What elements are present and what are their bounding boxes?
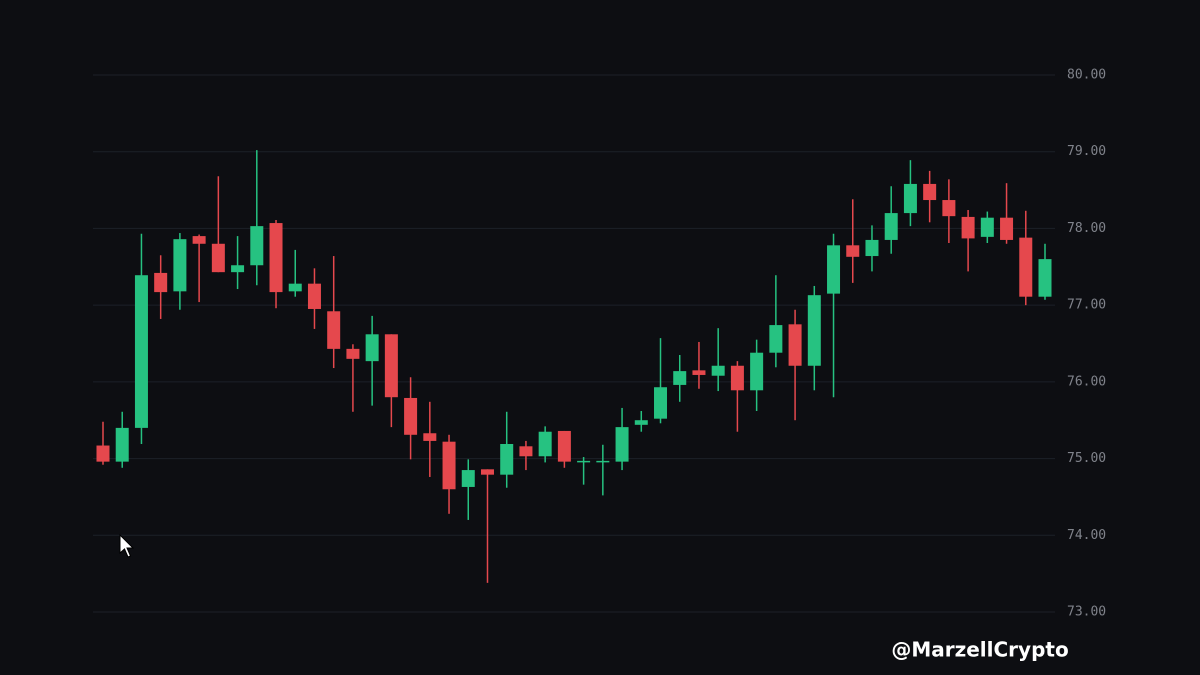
y-tick-label: 80.00: [1067, 68, 1106, 83]
candle-body: [480, 469, 494, 475]
candle-body: [538, 431, 552, 457]
candle-body: [692, 370, 706, 375]
candle-body: [231, 265, 245, 273]
candle-body: [1038, 259, 1052, 297]
candle-body: [903, 183, 917, 214]
candle-body: [96, 445, 110, 462]
candle-body: [288, 283, 302, 292]
candle-body: [327, 311, 341, 349]
y-tick-label: 78.00: [1067, 221, 1106, 236]
candle-body: [173, 239, 187, 292]
candle-body: [519, 446, 533, 457]
candle-body: [115, 427, 129, 462]
candle-body: [730, 365, 744, 391]
candle-body: [980, 217, 994, 237]
y-tick-label: 75.00: [1067, 451, 1106, 466]
candle-body: [461, 470, 475, 487]
candle-body: [596, 460, 610, 463]
watermark: @MarzellCrypto: [891, 638, 1068, 662]
candle-body: [961, 216, 975, 239]
candle-body: [307, 283, 321, 309]
candle-body: [865, 239, 879, 257]
candle-body: [442, 441, 456, 490]
candle-body: [1019, 237, 1033, 297]
candle-body: [807, 295, 821, 366]
candle-body: [711, 365, 725, 376]
candle-body: [654, 387, 668, 419]
candle-body: [1000, 217, 1014, 240]
candle-body: [346, 348, 360, 359]
candle-body: [827, 245, 841, 294]
candle-body: [634, 420, 648, 425]
candle-body: [134, 275, 148, 428]
y-tick-label: 73.00: [1067, 605, 1106, 620]
candle-body: [923, 183, 937, 201]
candle-body: [250, 226, 264, 266]
candle-body: [673, 371, 687, 385]
candle-body: [615, 427, 629, 462]
candle-body: [365, 334, 379, 362]
candle-body: [884, 213, 898, 240]
candle-body: [577, 460, 591, 463]
y-tick-label: 74.00: [1067, 528, 1106, 543]
mouse-cursor: [119, 533, 135, 558]
candle-body: [423, 433, 437, 441]
candle-body: [500, 443, 514, 475]
candle-body: [211, 243, 225, 273]
candle-body: [557, 430, 571, 462]
candle-body: [942, 200, 956, 217]
candle-body: [846, 245, 860, 257]
candle-body: [788, 324, 802, 366]
candle-body: [750, 352, 764, 391]
candle-body: [269, 223, 283, 293]
y-tick-label: 77.00: [1067, 298, 1106, 313]
y-tick-label: 76.00: [1067, 374, 1106, 389]
candle-body: [404, 397, 418, 435]
candle-body: [154, 272, 168, 293]
candle-body: [384, 334, 398, 398]
candle-body: [769, 325, 783, 353]
candle-body: [192, 236, 206, 244]
y-tick-label: 79.00: [1067, 144, 1106, 159]
candles: [96, 150, 1052, 583]
